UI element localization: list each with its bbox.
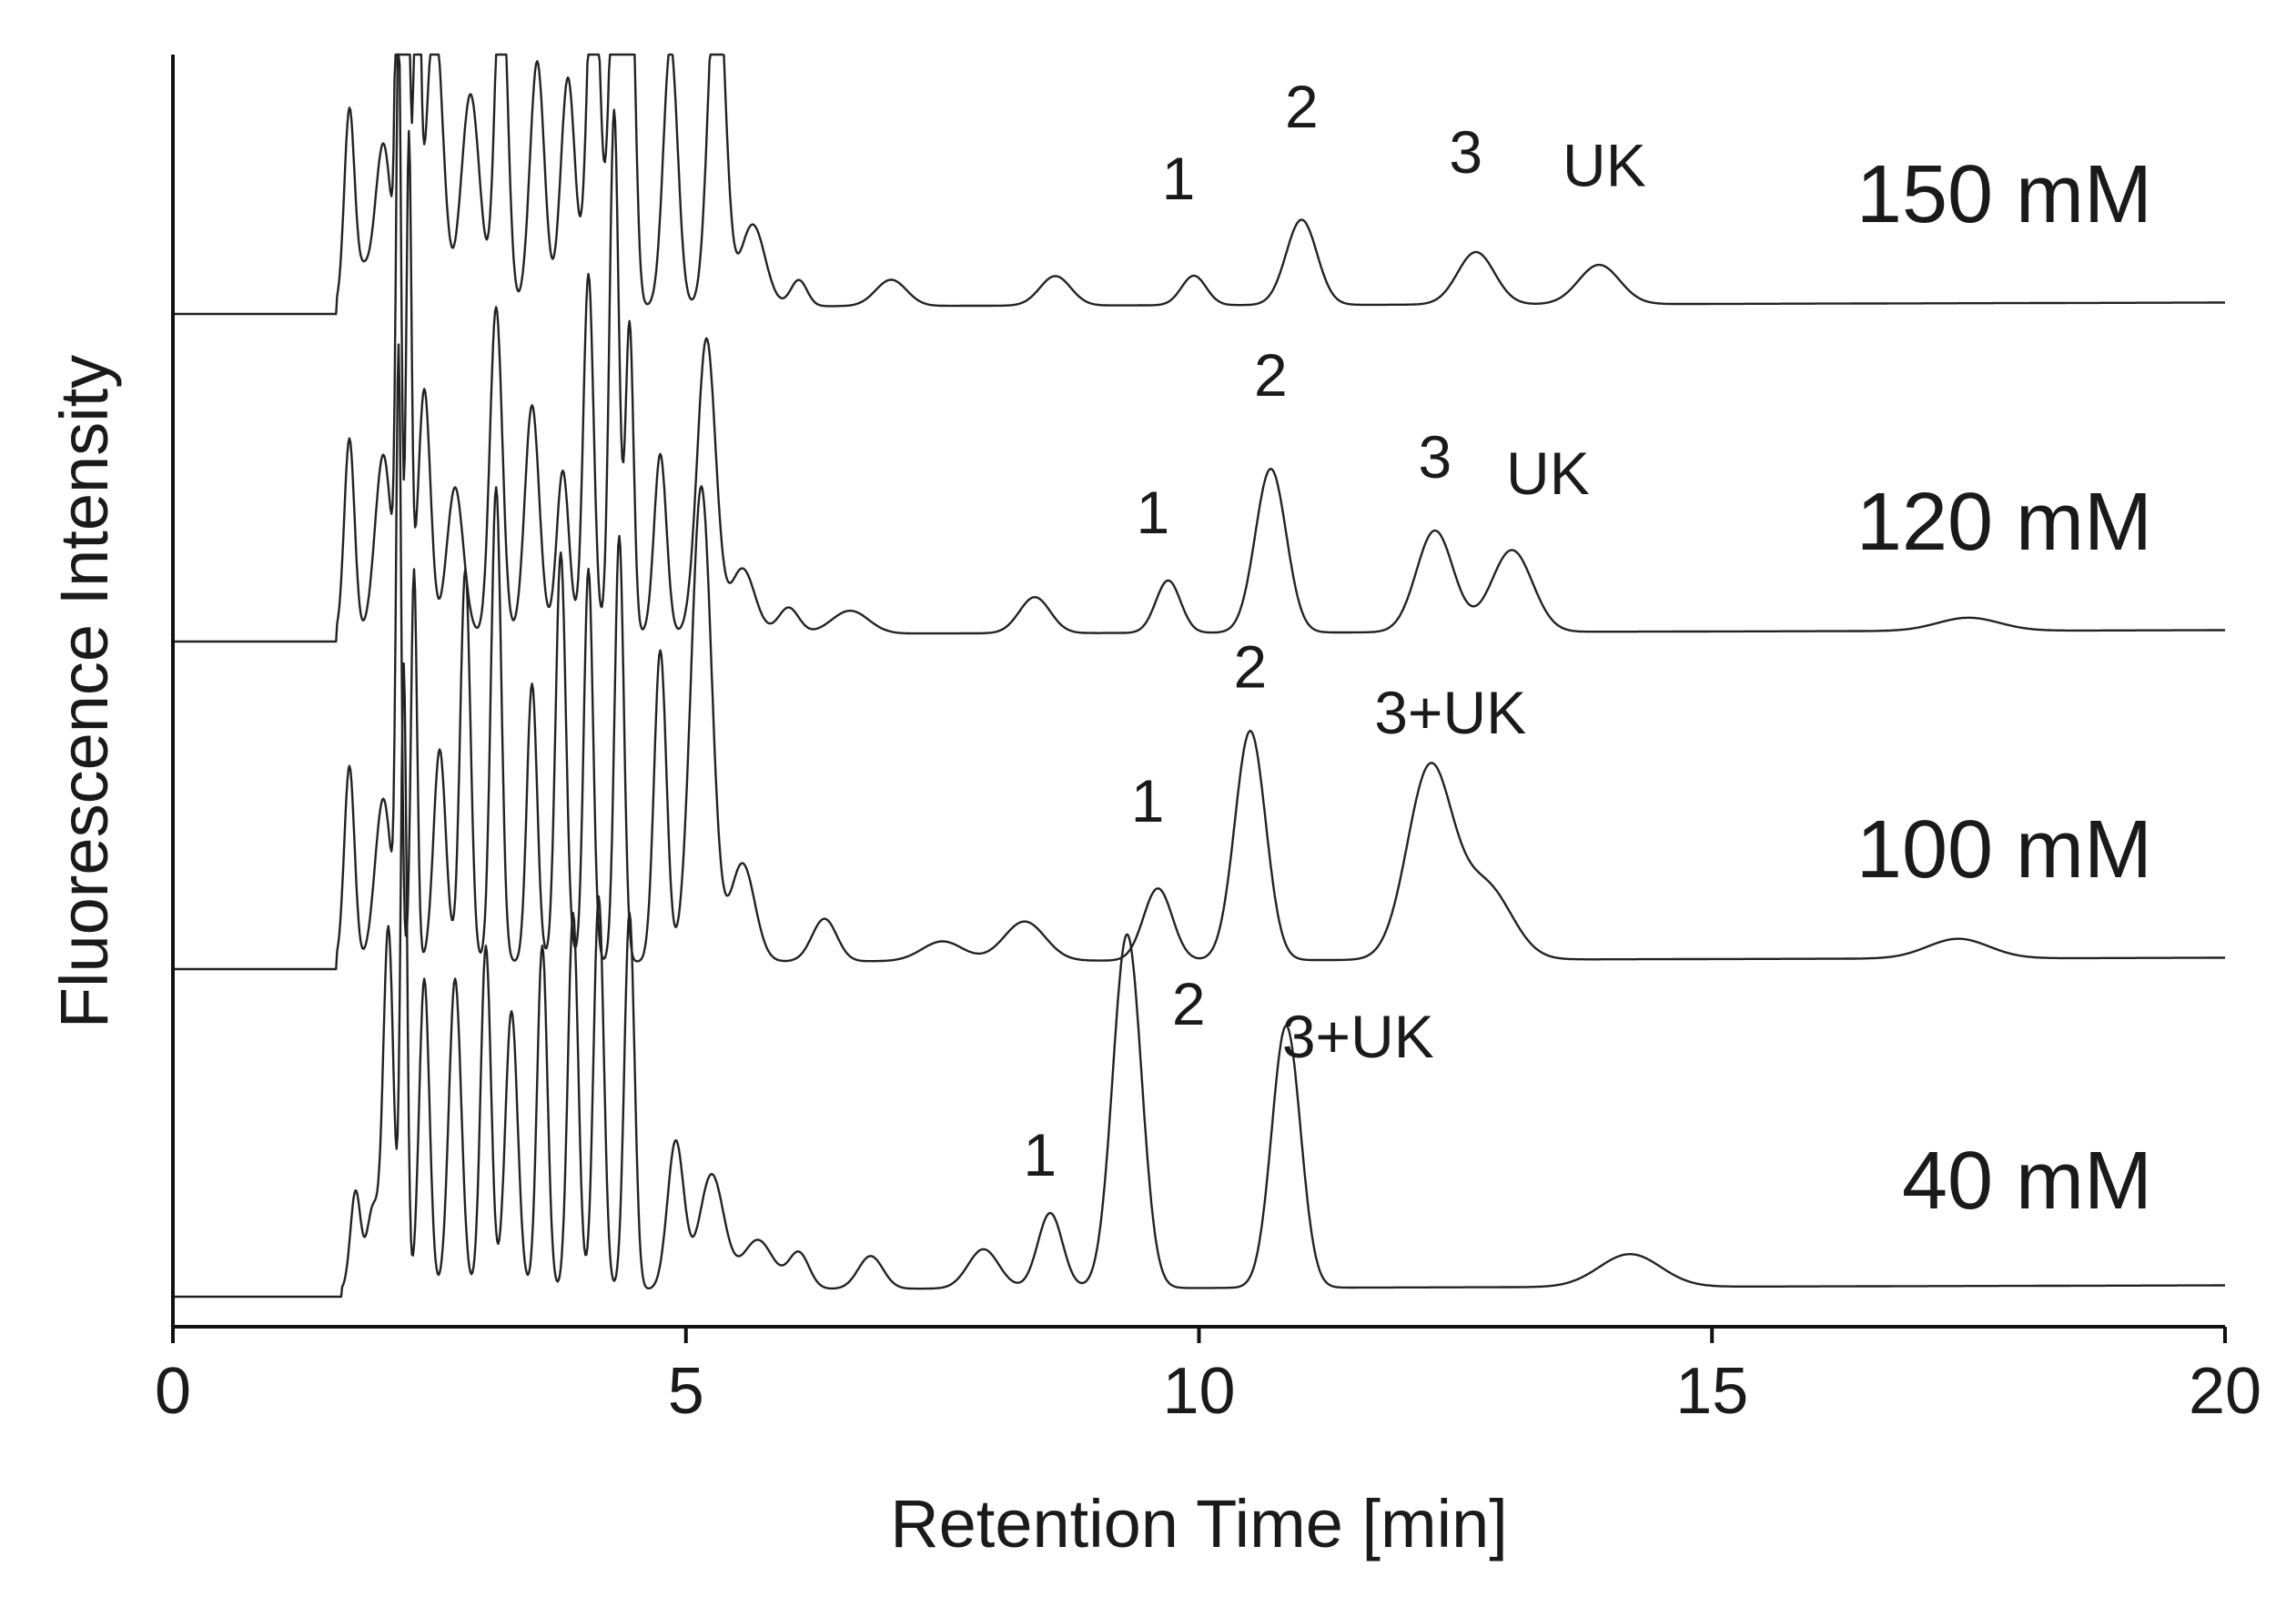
peak-label: 1 [1162, 145, 1196, 212]
x-tick-label: 15 [1675, 1355, 1748, 1428]
x-tick-label: 20 [2189, 1355, 2261, 1428]
peak-label: 3+UK [1374, 679, 1526, 746]
peak-label: 1 [1136, 479, 1169, 546]
peak-label: UK [1506, 440, 1590, 507]
x-tick-label: 10 [1162, 1355, 1235, 1428]
y-axis-title: Fluorescence Intensity [46, 355, 122, 1028]
x-tick-label: 5 [668, 1355, 704, 1428]
trace-label-group: 150 mM 120 mM 100 mM 40 mM [1856, 149, 2152, 1227]
trace-label: 100 mM [1856, 804, 2152, 895]
trace-line-40-mm [172, 662, 2226, 1299]
trace-label: 150 mM [1856, 149, 2152, 240]
trace-label: 40 mM [1902, 1136, 2152, 1227]
peak-label-group: 1 2 3 UK 1 2 3 UK 1 2 3+UK 1 2 3+UK [1023, 73, 1645, 1188]
peak-label: 1 [1131, 767, 1165, 834]
peak-label: 2 [1254, 341, 1288, 409]
peak-label: UK [1563, 132, 1646, 199]
peak-label: 1 [1023, 1121, 1057, 1188]
trace-label: 120 mM [1856, 477, 2152, 568]
x-tick-label: 0 [155, 1355, 191, 1428]
x-tick-group: 0 5 10 15 20 [155, 1327, 2261, 1428]
peak-label: 3 [1449, 118, 1482, 186]
peak-label: 3+UK [1282, 1003, 1434, 1070]
x-axis-title: Retention Time [min] [890, 1486, 1508, 1562]
peak-label: 3 [1418, 423, 1451, 490]
peak-label: 2 [1172, 970, 1206, 1037]
trace-group [172, 53, 2226, 1299]
peak-label: 2 [1234, 632, 1268, 700]
peak-label: 2 [1285, 73, 1319, 140]
trace-line-120-mm [172, 53, 2226, 643]
trace-line-150-mm [172, 53, 2226, 316]
trace-line-100-mm [172, 343, 2226, 971]
